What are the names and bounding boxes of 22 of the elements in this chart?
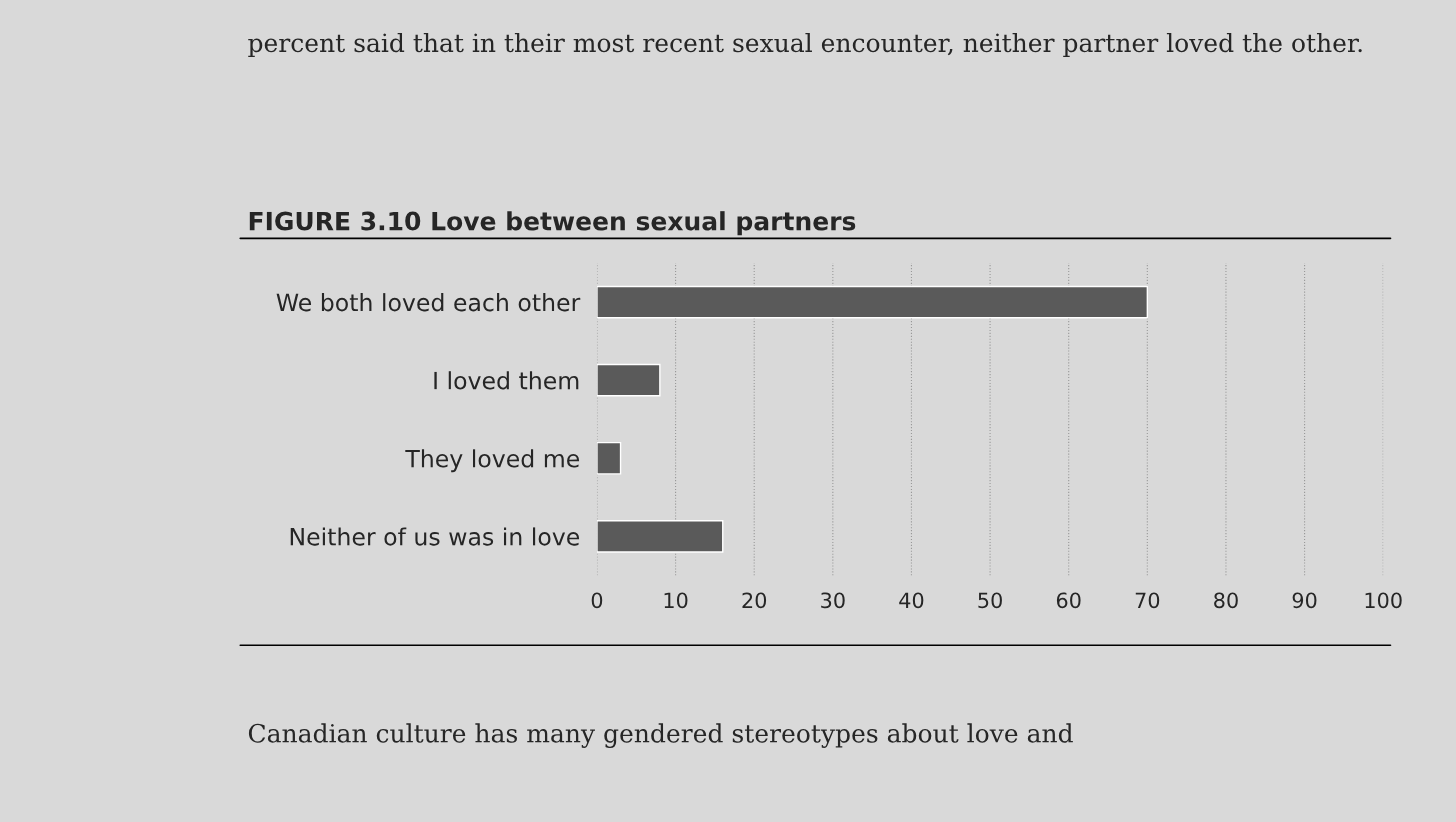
x-tick-label: 100 xyxy=(1365,592,1402,609)
x-tick-label: 70 xyxy=(1135,592,1160,609)
y-tick-label: I loved them xyxy=(434,371,579,390)
text: Canadian culture has many gendered stereotypes about love and xyxy=(248,723,1073,748)
x-tick-label: 60 xyxy=(1056,592,1081,609)
y-tick-label: They loved me xyxy=(405,449,580,473)
text: percent said that in their most recent sexual encounter, neither partner loved the other. xyxy=(248,32,1362,58)
x-tick-label: 10 xyxy=(664,592,688,609)
x-tick-label: 50 xyxy=(978,592,1002,609)
y-tick-label: We both loved each other xyxy=(276,293,581,312)
y-tick-label: Neither of us was in love xyxy=(290,527,580,546)
x-tick-label: 90 xyxy=(1292,592,1317,609)
bar xyxy=(596,363,661,397)
x-tick-label: 80 xyxy=(1214,592,1238,609)
x-tick-label: 30 xyxy=(821,592,845,609)
x-tick-label: 40 xyxy=(899,592,924,609)
x-tick-label: 0 xyxy=(591,592,603,609)
x-tick-label: 20 xyxy=(742,592,767,609)
bar xyxy=(596,285,1149,319)
bar xyxy=(596,520,724,553)
bar xyxy=(596,441,622,475)
chart-title: FIGURE 3.10 Love between sexual partners xyxy=(249,211,856,236)
